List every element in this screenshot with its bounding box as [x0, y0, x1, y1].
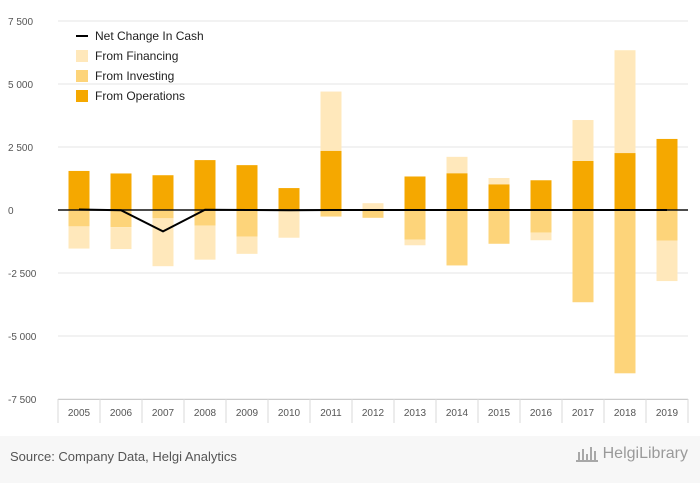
bar-from-operations — [278, 188, 300, 210]
building-icon — [575, 447, 598, 462]
legend-swatch — [76, 90, 88, 102]
legend-label: From Operations — [95, 89, 185, 103]
helgi-library-logo: HelgiLibrary — [575, 445, 688, 463]
bars — [68, 50, 678, 374]
bar-from-operations — [152, 175, 174, 210]
bar-from-investing — [68, 210, 90, 227]
bar-from-investing — [110, 210, 132, 228]
y-tick-label: 0 — [8, 206, 14, 217]
bar-from-financing — [110, 227, 132, 250]
bar-from-financing — [194, 225, 216, 260]
bar-from-operations — [110, 173, 132, 210]
bar-from-operations — [194, 160, 216, 210]
y-tick-label: 2 500 — [8, 143, 33, 154]
y-tick-label: -5 000 — [8, 332, 37, 343]
bar-from-operations — [572, 160, 594, 210]
y-tick-label: 7 500 — [8, 17, 33, 28]
bar-from-investing — [320, 210, 342, 217]
x-tick-label: 2014 — [446, 408, 469, 419]
x-tick-label: 2017 — [572, 408, 595, 419]
bar-from-operations — [530, 180, 552, 210]
bar-from-operations — [320, 150, 342, 210]
x-tick-label: 2018 — [614, 408, 637, 419]
legend: Net Change In Cash From Financing From Inv… — [76, 29, 204, 103]
bar-from-operations — [656, 138, 678, 210]
bar-from-investing — [194, 210, 216, 226]
bar-from-operations — [446, 173, 468, 210]
bar-from-investing — [614, 210, 636, 374]
y-tick-label: -2 500 — [8, 269, 37, 280]
legend-label: From Investing — [95, 69, 174, 83]
bar-from-investing — [404, 210, 426, 240]
x-tick-label: 2019 — [656, 408, 679, 419]
bar-from-investing — [530, 210, 552, 233]
bar-from-financing — [236, 236, 258, 254]
logo-text: HelgiLibrary — [602, 445, 688, 462]
bar-from-financing — [530, 232, 552, 241]
bar-from-financing — [320, 91, 342, 151]
x-tick-label: 2008 — [194, 408, 217, 419]
bar-from-investing — [446, 210, 468, 266]
x-tick-label: 2010 — [278, 408, 301, 419]
bar-from-investing — [488, 210, 510, 244]
bar-from-operations — [404, 176, 426, 210]
bar-from-operations — [488, 184, 510, 210]
bar-from-financing — [488, 177, 510, 185]
bar-from-financing — [572, 120, 594, 161]
bar-from-operations — [614, 153, 636, 210]
legend-label: From Financing — [95, 49, 178, 63]
bar-from-financing — [68, 226, 90, 249]
x-tick-label: 2006 — [110, 408, 133, 419]
x-tick-label: 2007 — [152, 408, 175, 419]
bar-from-investing — [236, 210, 258, 237]
bar-from-financing — [656, 240, 678, 282]
bar-from-financing — [404, 239, 426, 246]
x-tick-label: 2013 — [404, 408, 427, 419]
chart-svg: -7 500 -5 000 -2 500 0 2 500 5 000 7 500 2005 20… — [8, 17, 689, 423]
source-note: Source: Company Data, Helgi Analytics — [10, 449, 237, 464]
bar-from-operations — [68, 170, 90, 210]
legend-swatch — [76, 70, 88, 82]
axes: -7 500 -5 000 -2 500 0 2 500 5 000 7 500 2005 20… — [8, 17, 689, 423]
y-tick-label: 5 000 — [8, 80, 33, 91]
x-tick-label: 2012 — [362, 408, 385, 419]
chart-card: -7 500 -5 000 -2 500 0 2 500 5 000 7 500 2005 20… — [8, 17, 689, 423]
legend-swatch — [76, 50, 88, 62]
net-change-line — [78, 208, 668, 233]
bar-from-financing — [278, 210, 300, 238]
bar-from-investing — [572, 210, 594, 303]
x-tick-label: 2005 — [68, 408, 91, 419]
y-tick-label: -7 500 — [8, 395, 37, 406]
bar-from-investing — [152, 210, 174, 219]
x-tick-label: 2015 — [488, 408, 511, 419]
bar-from-financing — [614, 50, 636, 154]
x-tick-label: 2011 — [320, 408, 342, 419]
bar-from-financing — [446, 156, 468, 174]
bar-from-financing — [152, 218, 174, 267]
bar-from-operations — [236, 165, 258, 210]
x-tick-label: 2009 — [236, 408, 259, 419]
bar-from-investing — [656, 210, 678, 241]
bar-from-investing — [362, 210, 384, 218]
x-tick-label: 2016 — [530, 408, 553, 419]
bar-from-financing — [362, 203, 384, 210]
legend-label: Net Change In Cash — [95, 29, 204, 43]
